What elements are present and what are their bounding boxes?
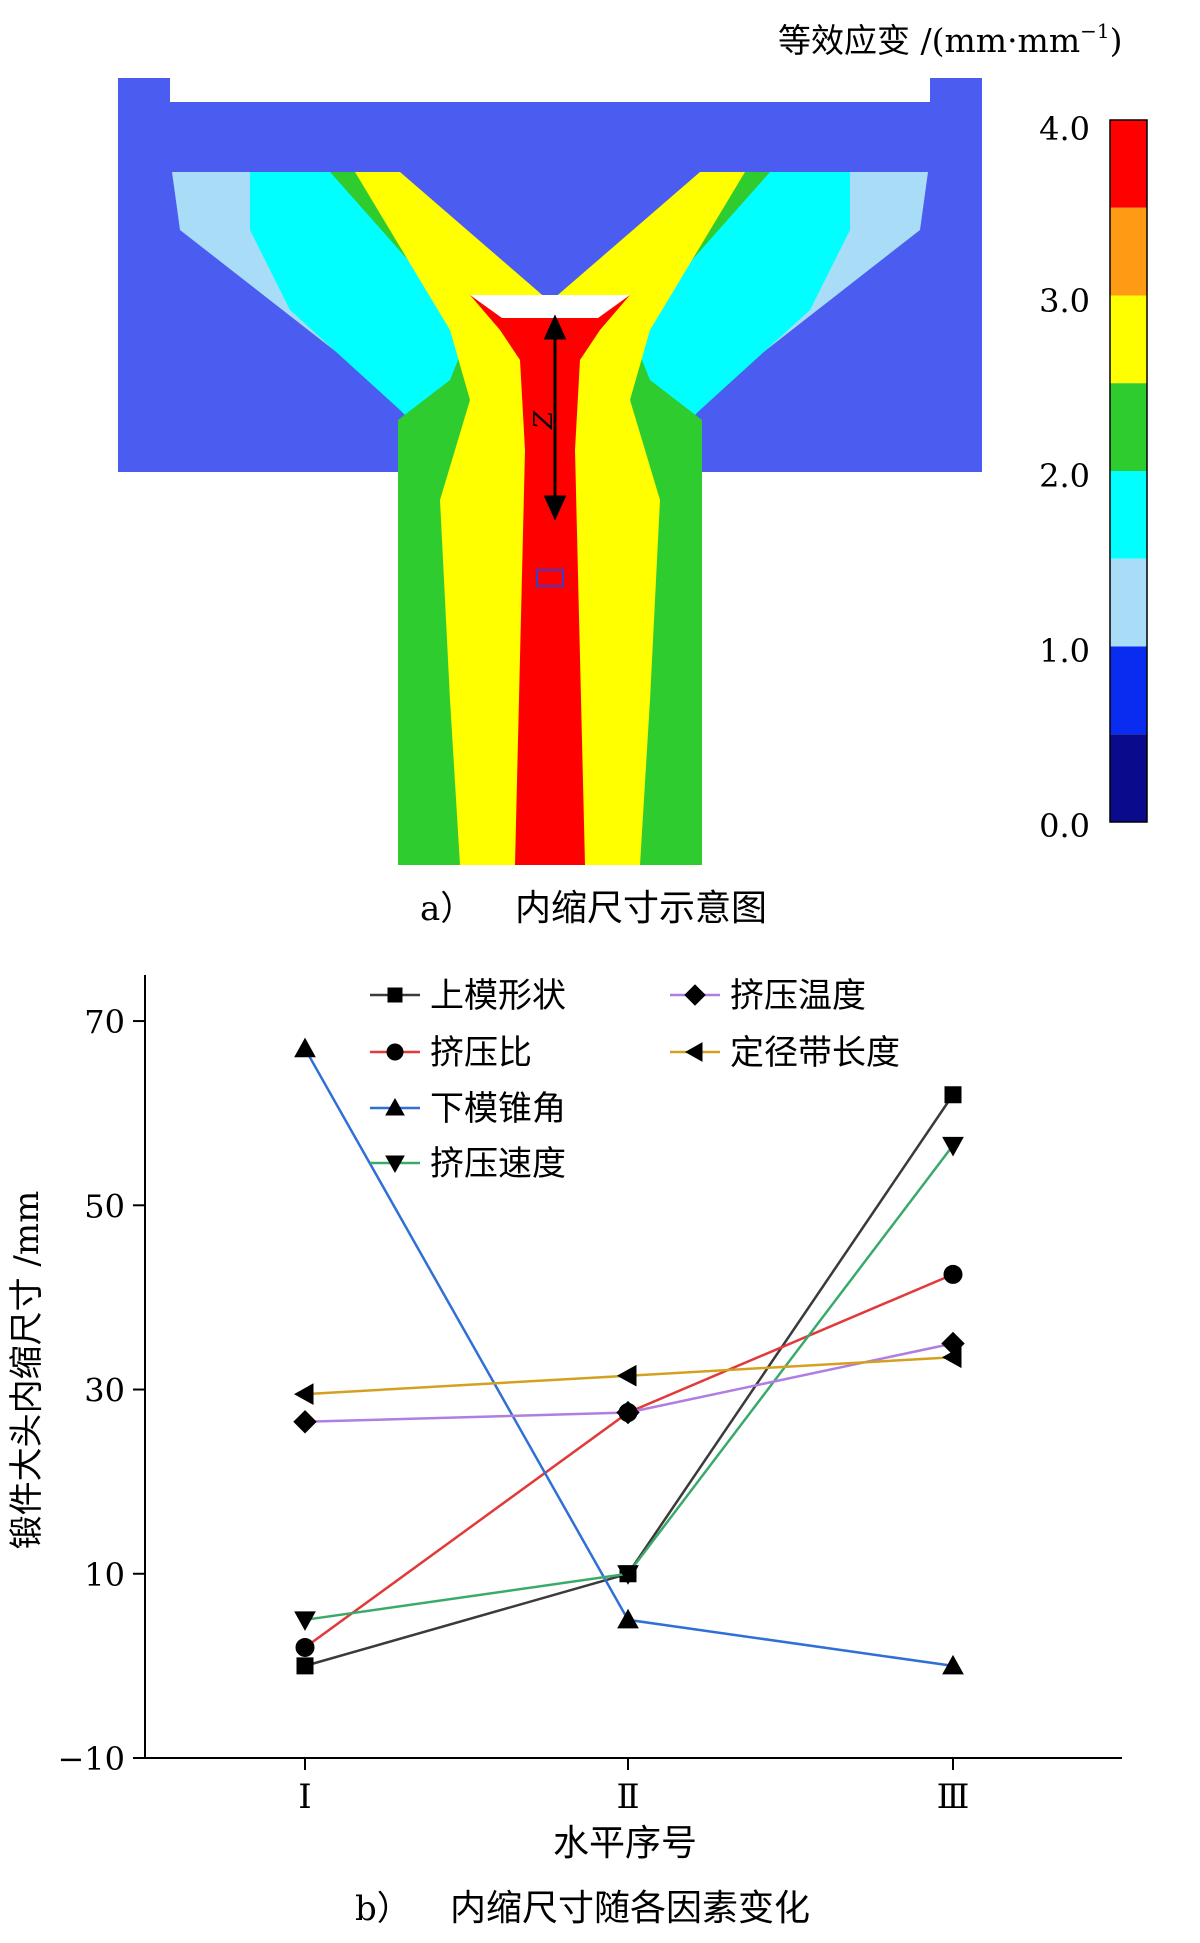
series-line bbox=[304, 1273, 954, 1649]
y-axis-ticks: −10 10 30 50 70 bbox=[57, 1003, 145, 1778]
data-point bbox=[943, 1264, 963, 1284]
colorbar-segment bbox=[1110, 295, 1147, 384]
caption-b-text: 内缩尺寸随各因素变化 bbox=[450, 1888, 810, 1929]
y-tick-label: 70 bbox=[84, 1003, 125, 1041]
series-line bbox=[304, 1144, 954, 1622]
colorbar-tick-0: 0.0 bbox=[1039, 807, 1090, 845]
colorbar-segment bbox=[1110, 734, 1147, 822]
figure-a: Z 4.0 3.0 2.0 1.0 0.0 等效应变 /(mm·mm−1) a）… bbox=[118, 19, 1148, 929]
colorbar-segment bbox=[1110, 558, 1147, 647]
data-point bbox=[293, 1410, 317, 1434]
caption-a-text: 内缩尺寸示意图 bbox=[515, 888, 767, 929]
colorbar-tick-3: 3.0 bbox=[1039, 282, 1090, 320]
x-tick-label: Ⅱ bbox=[616, 1777, 639, 1817]
legend-marker bbox=[385, 1097, 405, 1116]
y-tick-label: 30 bbox=[84, 1372, 125, 1410]
y-tick-label: 50 bbox=[84, 1187, 125, 1225]
plot-frame bbox=[144, 975, 1122, 1759]
colorbar-ticks: 4.0 3.0 2.0 1.0 0.0 bbox=[1039, 110, 1090, 845]
data-point bbox=[294, 1037, 316, 1058]
data-point bbox=[942, 1654, 964, 1675]
legend-label: 挤压温度 bbox=[730, 976, 866, 1016]
series-group bbox=[293, 1037, 965, 1675]
colorbar-tick-1: 1.0 bbox=[1039, 632, 1090, 670]
colorbar bbox=[1109, 119, 1148, 823]
data-point bbox=[616, 1400, 640, 1425]
series-6 bbox=[293, 1346, 962, 1405]
legend-label: 定径带长度 bbox=[730, 1033, 900, 1073]
x-axis-label: 水平序号 bbox=[553, 1823, 697, 1864]
colorbar-segment bbox=[1110, 120, 1147, 208]
x-axis-ticks: Ⅰ Ⅱ Ⅲ bbox=[298, 1758, 969, 1817]
data-point bbox=[294, 1611, 316, 1631]
legend-label: 下模锥角 bbox=[430, 1089, 566, 1129]
y-tick-label: 10 bbox=[84, 1556, 125, 1594]
legend-label: 挤压速度 bbox=[430, 1144, 566, 1184]
legend-marker bbox=[387, 987, 403, 1003]
colorbar-tick-4: 4.0 bbox=[1039, 110, 1090, 148]
series-5 bbox=[293, 1331, 965, 1434]
data-point bbox=[293, 1383, 314, 1405]
data-point bbox=[944, 1086, 962, 1104]
colorbar-segment bbox=[1110, 383, 1147, 471]
y-axis-label: 锻件大头内缩尺寸 /mm bbox=[7, 1191, 47, 1550]
data-point bbox=[617, 1565, 639, 1585]
series-3 bbox=[294, 1037, 964, 1675]
caption-b-label: b） bbox=[355, 1889, 411, 1929]
colorbar-title: 等效应变 /(mm·mm−1) bbox=[778, 19, 1123, 60]
strain-zone-yellow bbox=[355, 172, 548, 865]
dimension-arrow bbox=[543, 314, 567, 521]
legend-marker bbox=[386, 1043, 404, 1061]
colorbar-segment bbox=[1110, 646, 1147, 735]
legend-marker bbox=[684, 1042, 703, 1062]
colorbar-segment bbox=[1110, 471, 1147, 559]
data-point bbox=[296, 1657, 314, 1675]
data-point bbox=[942, 1136, 964, 1157]
strain-zone-red bbox=[470, 295, 630, 865]
data-point bbox=[295, 1637, 315, 1657]
dimension-label: Z bbox=[529, 410, 559, 430]
legend-marker bbox=[385, 1155, 405, 1174]
x-tick-label: Ⅰ bbox=[298, 1777, 311, 1817]
core-cavity bbox=[470, 295, 630, 318]
data-point bbox=[941, 1346, 962, 1369]
legend-label: 挤压比 bbox=[430, 1033, 532, 1073]
y-tick-label: −10 bbox=[57, 1740, 125, 1778]
colorbar-frame bbox=[1109, 119, 1148, 823]
colorbar-tick-2: 2.0 bbox=[1039, 457, 1090, 495]
series-2 bbox=[295, 1264, 963, 1657]
strain-zone-yellow-right bbox=[552, 172, 745, 865]
forging-cross-section: Z bbox=[118, 78, 982, 865]
caption-a-label: a） bbox=[420, 889, 474, 929]
x-tick-label: Ⅲ bbox=[937, 1777, 970, 1817]
legend-marker bbox=[684, 984, 706, 1006]
data-point bbox=[616, 1364, 637, 1387]
probe-marker bbox=[536, 569, 564, 587]
series-4 bbox=[294, 1136, 964, 1631]
colorbar-segment bbox=[1110, 207, 1147, 296]
data-point bbox=[617, 1608, 639, 1629]
legend-label: 上模形状 bbox=[430, 976, 566, 1016]
